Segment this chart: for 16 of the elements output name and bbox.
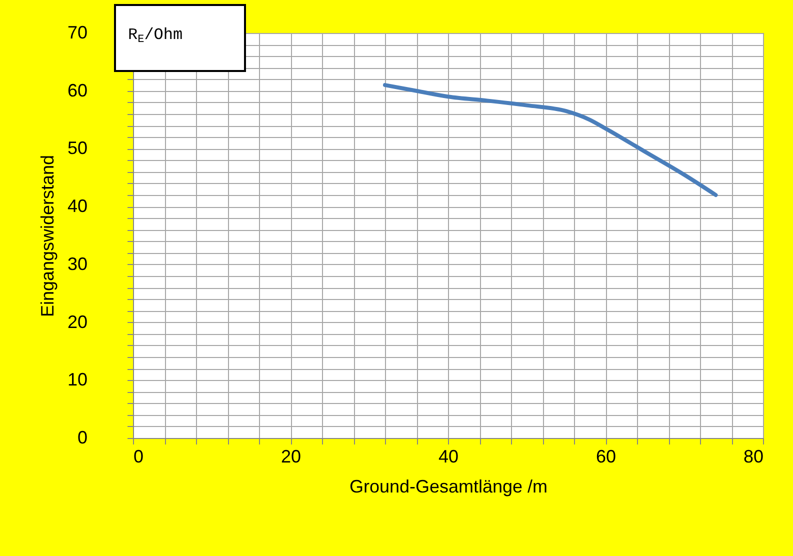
- y-tick-label: 40: [67, 196, 88, 216]
- y-tick-label: 50: [67, 138, 88, 158]
- y-tick-label: 0: [77, 428, 88, 448]
- x-axis-title: Ground-Gesamtlänge /m: [349, 476, 548, 496]
- x-tick-label: 40: [438, 446, 459, 466]
- y-tick-label: 10: [67, 370, 88, 390]
- x-tick-label: 80: [743, 446, 764, 466]
- y-axis-title: Eingangswiderstand: [37, 154, 58, 318]
- y-tick-label: 20: [67, 312, 88, 332]
- line-series: [383, 83, 718, 197]
- x-tick-label: 60: [596, 446, 616, 466]
- x-tick-label: 20: [280, 446, 302, 466]
- y-tick-label: 70: [67, 22, 88, 42]
- x-tick-label: 0: [134, 446, 144, 466]
- y-tick-label: 30: [67, 254, 88, 274]
- y-tick-label: 60: [67, 80, 88, 100]
